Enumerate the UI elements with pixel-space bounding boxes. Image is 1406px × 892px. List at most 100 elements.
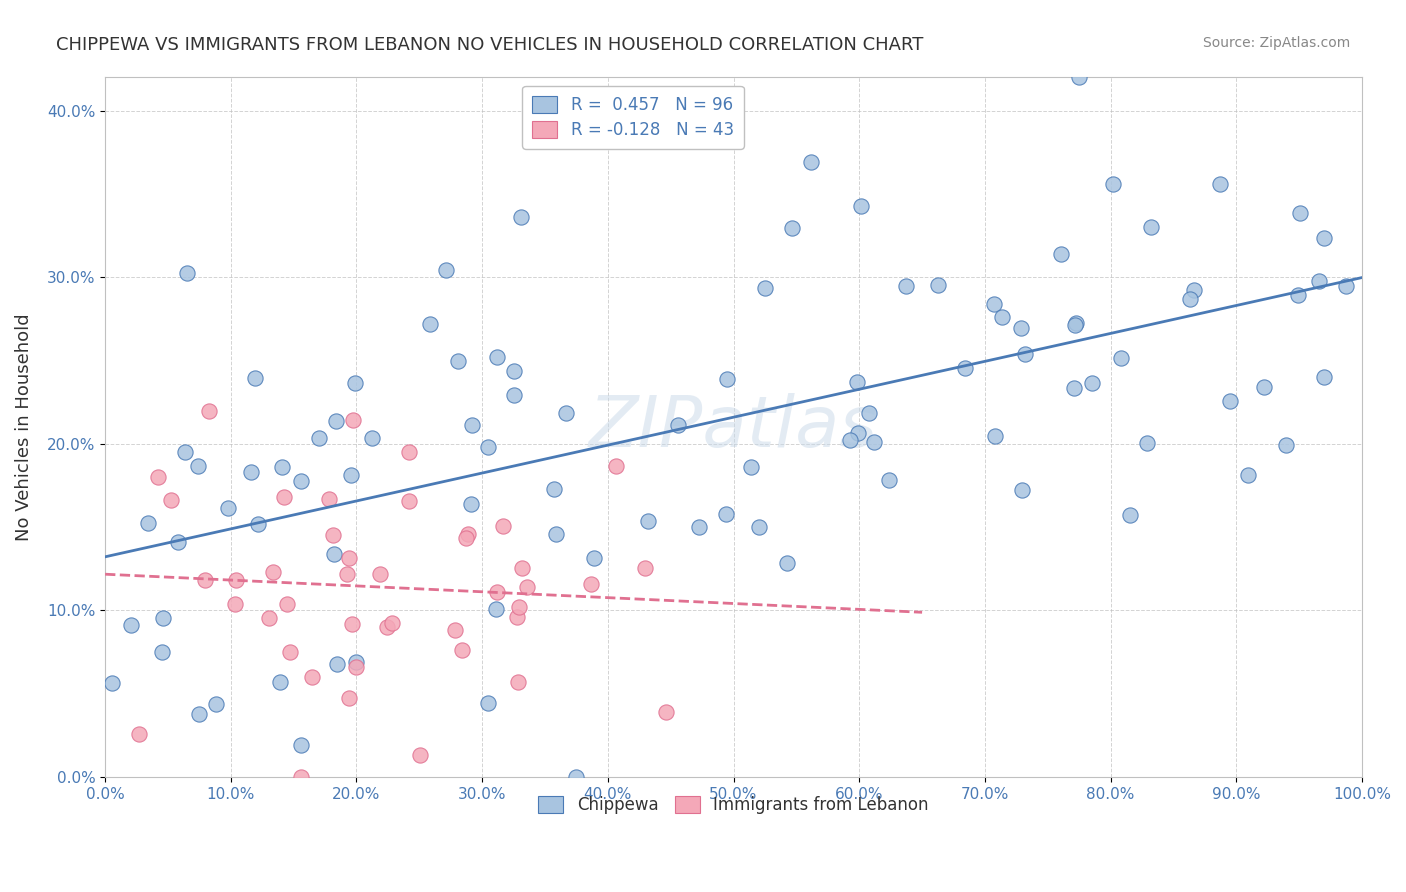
- Point: [278, 645, 301, 659]
- Point: [460, 497, 482, 511]
- Point: [225, 573, 247, 587]
- Point: [447, 354, 470, 368]
- Point: [492, 519, 515, 533]
- Point: [398, 493, 420, 508]
- Point: [167, 534, 190, 549]
- Point: [1109, 351, 1132, 365]
- Point: [1081, 376, 1104, 391]
- Point: [325, 414, 347, 428]
- Point: [984, 429, 1007, 443]
- Point: [344, 656, 367, 670]
- Point: [927, 278, 949, 293]
- Point: [276, 597, 298, 611]
- Text: ZIPatlas: ZIPatlas: [589, 392, 879, 462]
- Point: [174, 445, 197, 459]
- Point: [138, 516, 160, 531]
- Point: [845, 375, 868, 389]
- Point: [1182, 283, 1205, 297]
- Point: [257, 611, 280, 625]
- Point: [262, 565, 284, 579]
- Point: [1313, 231, 1336, 245]
- Point: [516, 580, 538, 594]
- Point: [849, 199, 872, 213]
- Point: [443, 623, 465, 637]
- Point: [1014, 347, 1036, 361]
- Point: [342, 413, 364, 427]
- Point: [1313, 369, 1336, 384]
- Point: [224, 597, 246, 611]
- Point: [655, 705, 678, 719]
- Point: [461, 417, 484, 432]
- Text: CHIPPEWA VS IMMIGRANTS FROM LEBANON NO VEHICLES IN HOUSEHOLD CORRELATION CHART: CHIPPEWA VS IMMIGRANTS FROM LEBANON NO V…: [56, 36, 924, 54]
- Point: [1209, 177, 1232, 191]
- Point: [485, 351, 508, 365]
- Point: [269, 674, 291, 689]
- Point: [477, 440, 499, 454]
- Point: [361, 431, 384, 445]
- Point: [290, 770, 312, 784]
- Point: [245, 371, 267, 385]
- Point: [336, 567, 359, 582]
- Point: [239, 465, 262, 479]
- Point: [187, 707, 209, 722]
- Point: [554, 406, 576, 420]
- Point: [508, 674, 530, 689]
- Point: [326, 657, 349, 671]
- Point: [1010, 321, 1032, 335]
- Point: [477, 696, 499, 710]
- Point: [271, 459, 294, 474]
- Point: [150, 644, 173, 658]
- Point: [1050, 247, 1073, 261]
- Point: [308, 431, 330, 445]
- Point: [634, 561, 657, 575]
- Point: [846, 425, 869, 440]
- Point: [290, 474, 312, 488]
- Point: [198, 403, 221, 417]
- Point: [337, 551, 360, 566]
- Point: [716, 372, 738, 386]
- Point: [502, 364, 524, 378]
- Point: [1289, 205, 1312, 219]
- Point: [1064, 317, 1087, 331]
- Point: [1237, 467, 1260, 482]
- Point: [1275, 438, 1298, 452]
- Point: [120, 617, 142, 632]
- Point: [1102, 177, 1125, 191]
- Point: [344, 660, 367, 674]
- Point: [101, 675, 124, 690]
- Point: [953, 361, 976, 376]
- Point: [714, 507, 737, 521]
- Point: [543, 482, 565, 496]
- Point: [666, 418, 689, 433]
- Point: [508, 600, 530, 615]
- Point: [688, 520, 710, 534]
- Point: [605, 458, 627, 473]
- Point: [510, 210, 533, 224]
- Point: [273, 490, 295, 504]
- Point: [565, 770, 588, 784]
- Point: [451, 643, 474, 657]
- Point: [343, 376, 366, 391]
- Point: [146, 469, 169, 483]
- Point: [780, 220, 803, 235]
- Point: [505, 610, 527, 624]
- Point: [1069, 70, 1091, 85]
- Point: [368, 566, 391, 581]
- Point: [457, 527, 479, 541]
- Point: [544, 527, 567, 541]
- Point: [990, 310, 1012, 324]
- Point: [340, 467, 363, 482]
- Point: [381, 616, 404, 631]
- Point: [340, 617, 363, 632]
- Point: [1253, 380, 1275, 394]
- Point: [579, 576, 602, 591]
- Point: [1286, 288, 1309, 302]
- Point: [205, 697, 228, 711]
- Point: [582, 550, 605, 565]
- Point: [858, 406, 880, 420]
- Point: [503, 387, 526, 401]
- Point: [485, 602, 508, 616]
- Point: [434, 263, 457, 277]
- Point: [1334, 278, 1357, 293]
- Point: [318, 492, 340, 507]
